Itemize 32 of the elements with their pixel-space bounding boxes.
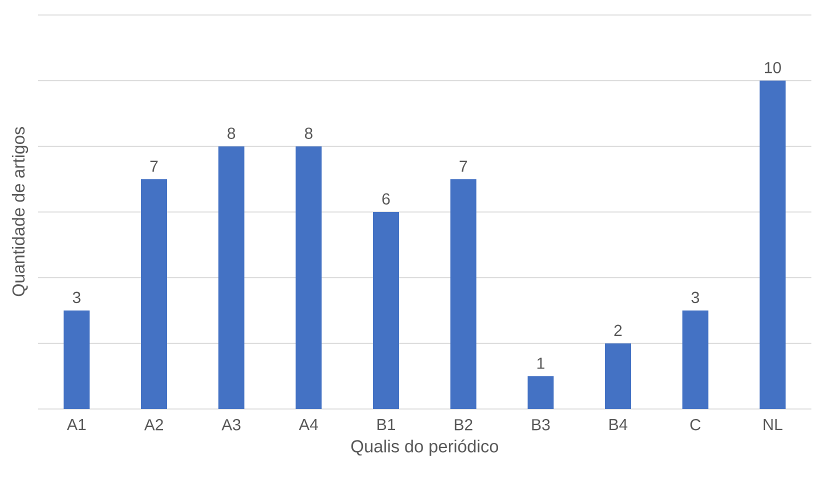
bar — [605, 343, 631, 409]
data-label: 7 — [150, 160, 158, 172]
x-tick-label: A2 — [144, 419, 163, 430]
bar — [528, 376, 554, 409]
bar — [373, 212, 400, 409]
bar — [64, 310, 90, 409]
data-label: 8 — [304, 128, 312, 139]
bar — [450, 179, 476, 409]
data-label: 7 — [460, 160, 467, 172]
x-tick-label: A1 — [66, 419, 86, 430]
data-label: 10 — [764, 62, 781, 74]
bar — [760, 80, 786, 409]
data-label: 2 — [614, 324, 622, 336]
x-tick-label: A3 — [222, 419, 240, 430]
data-label: 3 — [72, 292, 80, 304]
data-label: 3 — [691, 292, 700, 304]
data-label: 1 — [537, 358, 544, 369]
x-tick-label: B4 — [610, 419, 628, 430]
y-axis-title: Quantidade de artigos — [12, 127, 28, 296]
data-label: 6 — [382, 193, 390, 205]
x-axis-title: Qualis do periódico — [351, 440, 498, 456]
x-tick-label: A4 — [298, 419, 318, 430]
bar — [682, 310, 708, 409]
x-tick-label: B1 — [378, 419, 396, 430]
bar — [141, 179, 168, 409]
x-tick-label: B3 — [532, 419, 550, 430]
bar — [218, 146, 244, 409]
x-tick-label: B2 — [454, 419, 472, 430]
data-label: 8 — [228, 128, 236, 139]
bar — [296, 146, 322, 409]
x-tick-label: NL — [764, 419, 782, 430]
x-tick-label: C — [690, 419, 700, 430]
